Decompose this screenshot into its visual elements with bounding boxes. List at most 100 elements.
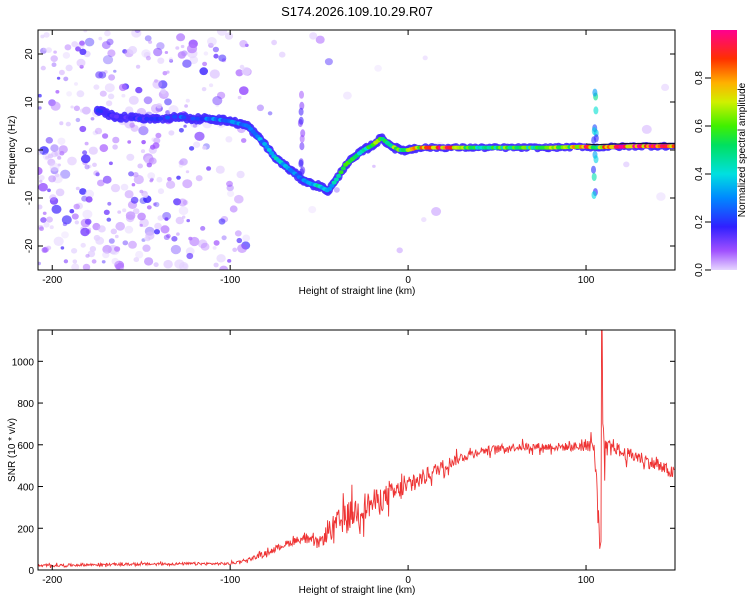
heatmap-speckle [175,216,184,225]
ridge-core [118,115,124,119]
heatmap-speckle [212,46,219,53]
heatmap-speckle [108,74,116,81]
heatmap-speckle [129,122,135,128]
heatmap-speckle [153,201,160,208]
heatmap-speckle [88,146,98,155]
heatmap-speckle [207,37,217,46]
heatmap-speckle [164,98,172,106]
heatmap-artifact [592,88,598,97]
heatmap-speckle [75,46,81,52]
heatmap-speckle [131,183,136,187]
heatmap-speckle [166,180,176,189]
heatmap-speckle [85,254,90,258]
ridge-core [269,151,275,156]
heatmap-x-tick-label: 100 [578,275,595,286]
heatmap-speckle [146,205,152,210]
heatmap-speckle [98,36,103,41]
heatmap-speckle [236,170,245,179]
heatmap-speckle [65,121,71,127]
heatmap-speckle [39,146,49,155]
heatmap-speckle [641,124,652,134]
heatmap-speckle [63,76,69,82]
heatmap-speckle [167,177,172,182]
ridge-core [331,180,337,185]
heatmap-speckle [66,91,72,97]
heatmap-speckle [149,179,153,183]
heatmap-artifact [298,116,304,125]
heatmap-speckle [47,188,51,193]
heatmap-speckle [656,192,666,201]
heatmap-speckle [125,211,136,220]
ridge-core [102,111,108,115]
heatmap-speckle [226,180,233,187]
heatmap-speckle [40,47,47,54]
heatmap-frame [37,29,676,271]
heatmap-speckle [180,44,185,49]
heatmap-speckle [234,230,242,237]
heatmap-x-axis-label: Height of straight line (km) [299,286,416,297]
heatmap-speckle [121,93,126,98]
ridge-core [264,144,270,149]
heatmap-speckle [156,103,163,109]
heatmap-speckle [95,172,100,177]
snr-y-tick-label: 600 [17,441,34,452]
heatmap-speckle [111,257,119,265]
heatmap-speckle [133,257,140,263]
heatmap-speckle [232,247,238,252]
heatmap-speckle [146,162,152,168]
heatmap-speckle [102,244,112,254]
heatmap-speckle [137,163,143,169]
heatmap-speckle [93,84,100,90]
heatmap-speckle [81,106,91,115]
heatmap-speckle [97,225,106,233]
heatmap-speckle [209,83,214,88]
heatmap-speckle [278,51,286,58]
snr-y-tick-label: 200 [17,524,34,535]
heatmap-speckle [224,32,234,40]
heatmap-speckle [186,44,198,54]
heatmap-speckle [138,126,149,136]
heatmap-speckle [206,166,212,171]
snr-y-tick-label: 0 [28,566,34,577]
snr-x-tick-label: 100 [578,575,595,586]
heatmap-speckle [184,104,189,108]
heatmap-speckle [40,34,45,39]
heatmap-speckle [164,51,169,54]
heatmap-speckle [160,88,167,95]
heatmap-speckle [374,64,382,72]
heatmap-speckle [99,90,107,97]
snr-y-tick-label: 800 [17,399,34,410]
heatmap-speckle [141,49,151,58]
heatmap-speckle [53,50,57,54]
heatmap-artifact [299,90,304,99]
heatmap-speckle [239,40,248,48]
heatmap-speckle [135,86,143,94]
heatmap-speckle [189,146,195,151]
heatmap-speckle [225,136,233,143]
heatmap-speckle [219,265,229,270]
heatmap-speckle [422,55,428,61]
heatmap-speckle [162,91,169,98]
heatmap-speckle [114,246,121,252]
heatmap-speckle [201,87,207,92]
heatmap-speckle [189,56,199,65]
heatmap-speckle [106,217,112,222]
heatmap-speckle [226,184,234,192]
heatmap-speckle [115,221,125,231]
heatmap-speckle [48,175,56,183]
heatmap-speckle [60,246,65,250]
heatmap-speckle [177,51,186,59]
heatmap-speckle [176,33,186,42]
heatmap-speckle [208,42,214,48]
chart-title: S174.2026.109.10.29.R07 [281,4,433,19]
snr-x-tick-label: -200 [42,575,62,586]
snr-frame [37,329,676,571]
ridge-core [190,116,196,121]
heatmap-speckle [38,182,48,192]
heatmap-speckle [38,204,43,210]
heatmap-speckle [242,234,251,242]
heatmap-speckle [154,79,158,83]
heatmap-speckle [74,220,80,225]
heatmap-speckle [95,71,103,79]
